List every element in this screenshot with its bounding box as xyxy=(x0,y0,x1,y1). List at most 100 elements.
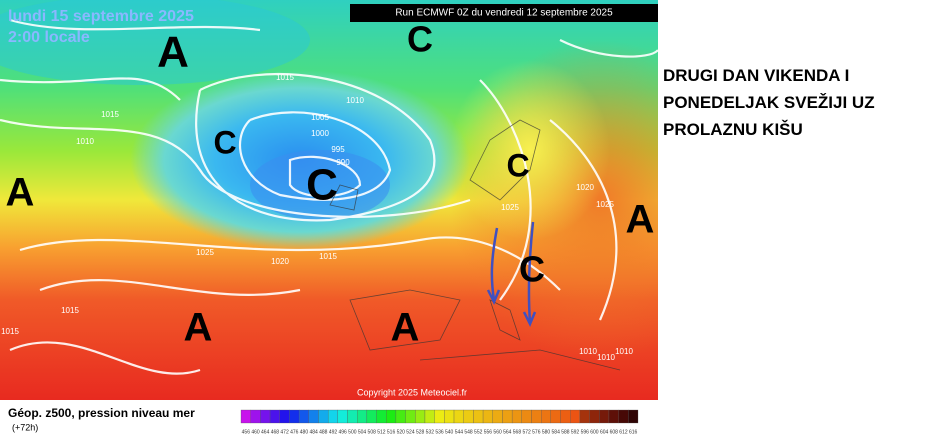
scale-swatch xyxy=(589,409,600,424)
scale-swatch xyxy=(579,409,590,424)
scale-label: 504 xyxy=(358,429,367,435)
run-label: Run ECMWF 0Z du vendredi 12 septembre 20… xyxy=(395,8,613,19)
scale-swatch xyxy=(473,409,484,424)
isobar-label: 1005 xyxy=(311,113,329,122)
scale-swatch xyxy=(560,409,571,424)
pressure-center: A xyxy=(626,198,655,242)
scale-label: 540 xyxy=(445,429,454,435)
scale-label: 488 xyxy=(319,429,328,435)
isobar-label: 1025 xyxy=(196,248,214,257)
copyright: Copyright 2025 Meteociel.fr xyxy=(357,387,467,397)
scale-swatch xyxy=(308,409,319,424)
scale-swatch xyxy=(453,409,464,424)
scale-label: 616 xyxy=(629,429,638,435)
scale-swatch xyxy=(357,409,368,424)
scale-label: 464 xyxy=(261,429,270,435)
scale-label: 600 xyxy=(590,429,599,435)
scale-label: 544 xyxy=(455,429,464,435)
headline-line: PONEDELJAK SVEŽIJI UZ xyxy=(663,93,875,112)
scale-swatch xyxy=(550,409,561,424)
legend-step: (+72h) xyxy=(12,422,38,432)
scale-swatch xyxy=(269,409,280,424)
scale-label: 520 xyxy=(397,429,406,435)
isobar-label: 1000 xyxy=(311,129,329,138)
map-date: lundi 15 septembre 2025 xyxy=(8,8,194,25)
pressure-center: A xyxy=(6,171,35,215)
scale-label: 468 xyxy=(271,429,280,435)
pressure-center: C xyxy=(306,161,338,210)
scale-swatch xyxy=(463,409,474,424)
scale-swatch xyxy=(628,409,639,424)
scale-swatch xyxy=(386,409,397,424)
scale-swatch xyxy=(327,409,338,424)
scale-swatch xyxy=(434,409,445,424)
isobar-label: 1015 xyxy=(1,327,19,336)
isobar-label: 995 xyxy=(331,145,345,154)
scale-swatch xyxy=(482,409,493,424)
scale-swatch xyxy=(279,409,290,424)
scale-label: 604 xyxy=(600,429,609,435)
scale-label: 608 xyxy=(610,429,619,435)
scale-label: 532 xyxy=(426,429,435,435)
scale-swatch xyxy=(415,409,426,424)
scale-swatch xyxy=(521,409,532,424)
headline-line: PROLAZNU KIŠU xyxy=(663,120,803,139)
scale-label: 560 xyxy=(493,429,502,435)
scale-swatch xyxy=(541,409,552,424)
isobar-label: 1025 xyxy=(596,200,614,209)
scale-label: 516 xyxy=(387,429,396,435)
scale-swatch xyxy=(405,409,416,424)
pressure-center: A xyxy=(157,28,189,77)
run-banner xyxy=(350,4,658,22)
scale-swatch xyxy=(260,409,271,424)
scale-label: 508 xyxy=(368,429,377,435)
scale-label: 552 xyxy=(474,429,483,435)
scale-label: 456 xyxy=(242,429,251,435)
scale-swatch xyxy=(570,409,581,424)
scale-swatch xyxy=(531,409,542,424)
scale-label: 592 xyxy=(571,429,580,435)
scale-label: 476 xyxy=(290,429,299,435)
scale-label: 576 xyxy=(532,429,541,435)
scale-swatch xyxy=(618,409,629,424)
scale-swatch xyxy=(502,409,513,424)
isobar-label: 1010 xyxy=(579,347,597,356)
scale-swatch xyxy=(366,409,377,424)
scale-label: 496 xyxy=(338,429,347,435)
map-time: 2:00 locale xyxy=(8,29,90,46)
scale-label: 480 xyxy=(300,429,309,435)
pressure-center: C xyxy=(519,249,545,290)
isobar-label: 1010 xyxy=(615,347,633,356)
headline-line: DRUGI DAN VIKENDA I xyxy=(663,66,850,85)
scale-label: 460 xyxy=(251,429,260,435)
scale-swatch xyxy=(298,409,309,424)
isobar-label: 1015 xyxy=(61,306,79,315)
isobar-label: 1010 xyxy=(597,353,615,362)
scale-label: 580 xyxy=(542,429,551,435)
scale-swatch xyxy=(347,409,358,424)
isobar-label: 1015 xyxy=(319,252,337,261)
scale-swatch xyxy=(511,409,522,424)
isobar-label: 1020 xyxy=(271,257,289,266)
pressure-center: C xyxy=(506,147,529,183)
map-field xyxy=(0,0,658,400)
scale-swatch xyxy=(337,409,348,424)
scale-swatch xyxy=(492,409,503,424)
pressure-center: C xyxy=(213,124,236,160)
scale-label: 528 xyxy=(416,429,425,435)
scale-label: 500 xyxy=(348,429,357,435)
scale-swatch xyxy=(318,409,329,424)
pressure-center: A xyxy=(391,306,420,350)
scale-label: 536 xyxy=(435,429,444,435)
scale-label: 568 xyxy=(513,429,522,435)
scale-swatch xyxy=(599,409,610,424)
isobar-label: 1015 xyxy=(276,73,294,82)
scale-label: 572 xyxy=(522,429,531,435)
isobar-label: 1020 xyxy=(576,183,594,192)
scale-swatch xyxy=(608,409,619,424)
scale-swatch xyxy=(250,409,261,424)
scale-swatch xyxy=(424,409,435,424)
scale-label: 564 xyxy=(503,429,512,435)
scale-label: 596 xyxy=(581,429,590,435)
